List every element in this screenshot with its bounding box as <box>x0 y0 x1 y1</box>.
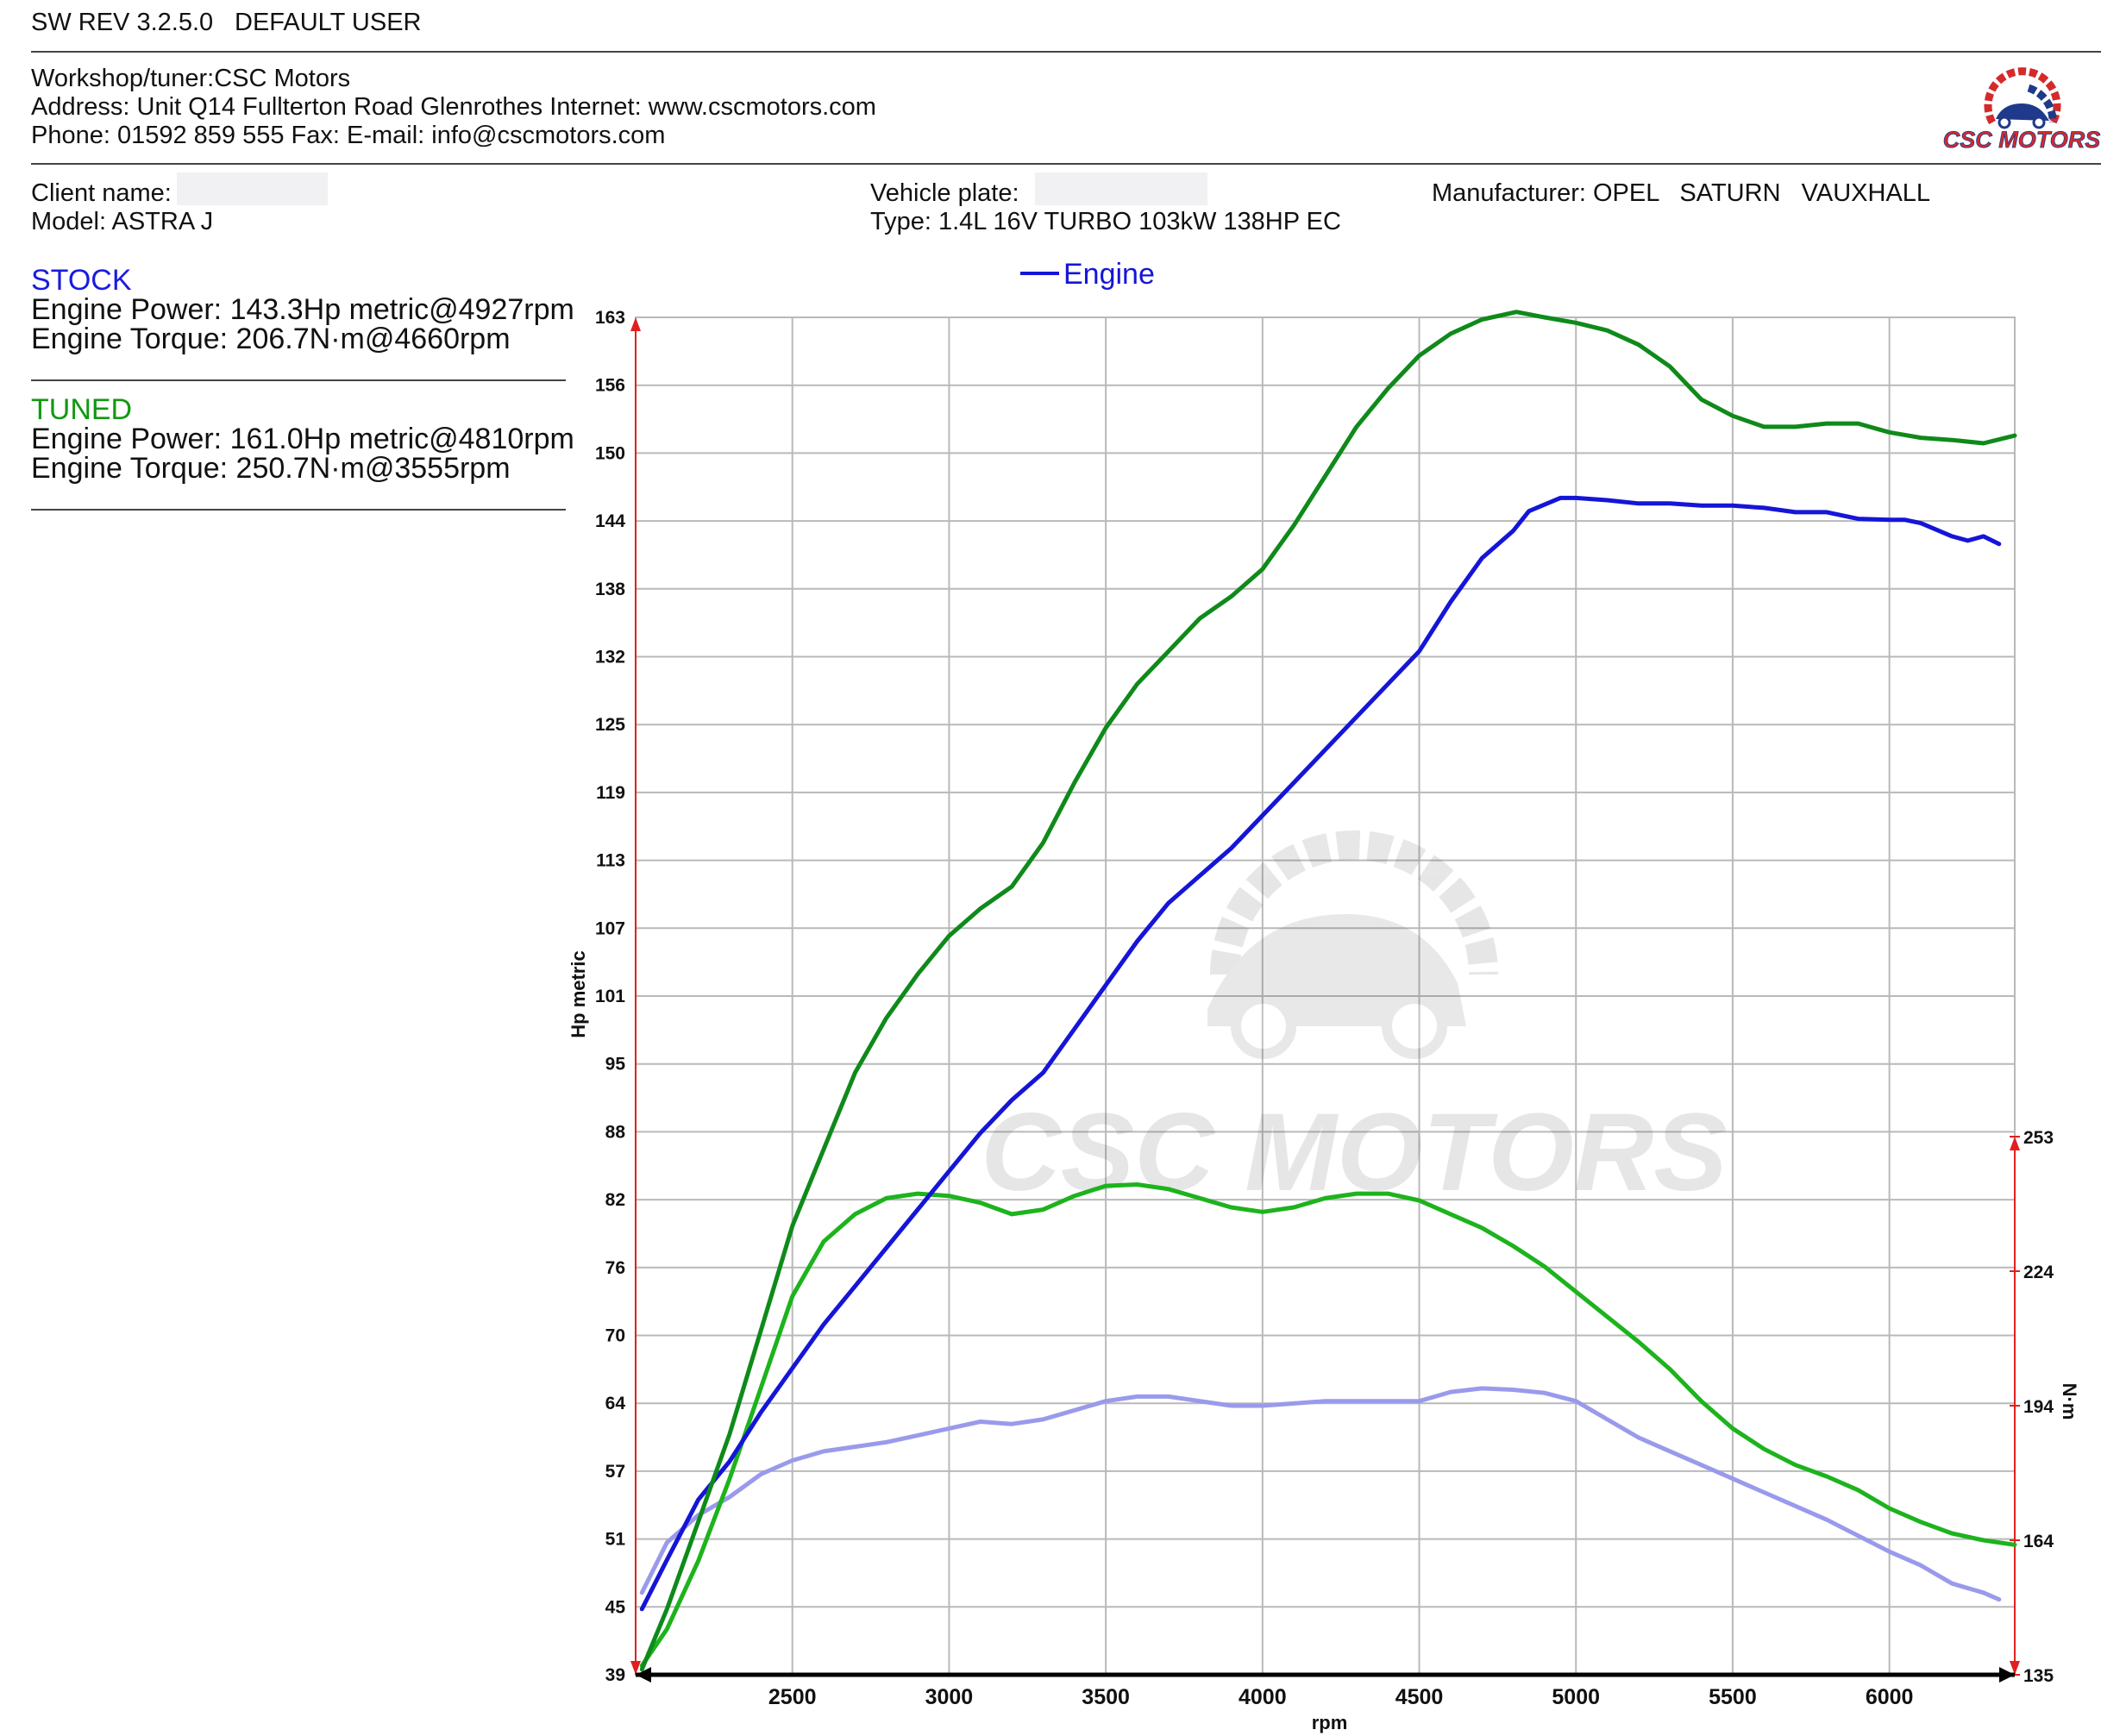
workshop-name: Workshop/tuner:CSC Motors <box>31 65 351 92</box>
y2-tick-label: 194 <box>2023 1397 2054 1417</box>
y-tick-label: 132 <box>595 648 625 667</box>
y-tick-label: 45 <box>605 1597 626 1617</box>
y-tick-label: 101 <box>595 987 625 1006</box>
y-tick-label: 88 <box>605 1122 626 1142</box>
y-tick-label: 144 <box>595 511 625 531</box>
y-tick-label: 138 <box>595 580 625 599</box>
chart-axes <box>630 317 2020 1683</box>
vehicle-manufacturer: Manufacturer: OPEL SATURN VAUXHALL <box>1432 179 1931 207</box>
svg-text:CSC MOTORS: CSC MOTORS <box>1943 127 2101 153</box>
y2-tick-label: 224 <box>2023 1263 2054 1282</box>
x-tick-label: 3500 <box>1082 1685 1130 1709</box>
workshop-phone: Phone: 01592 859 555 Fax: E-mail: info@c… <box>31 122 666 149</box>
y2-axis-title: N·m <box>2059 1383 2080 1420</box>
sw-revision: SW REV 3.2.5.0 <box>31 9 214 36</box>
x-tick-label: 4000 <box>1239 1685 1287 1709</box>
chart-series <box>639 310 2017 1672</box>
y2-tick-label: 164 <box>2023 1532 2054 1551</box>
csc-motors-logo: CSC MOTORS <box>1942 59 2101 158</box>
stock-divider <box>31 379 566 381</box>
y-tick-label: 39 <box>605 1665 625 1685</box>
vehicle-plate-redacted <box>1035 172 1207 205</box>
header-divider <box>31 51 2101 53</box>
y-tick-label: 64 <box>605 1394 626 1413</box>
x-axis-title: rpm <box>1312 1712 1348 1733</box>
vehicle-model: Model: ASTRA J <box>31 208 214 235</box>
y-tick-label: 51 <box>605 1530 626 1550</box>
tuned-torque: Engine Torque: 250.7N·m@3555rpm <box>31 452 511 485</box>
y-tick-label: 163 <box>595 308 625 328</box>
tuned-title: TUNED <box>31 393 133 426</box>
stock-power: Engine Power: 143.3Hp metric@4927rpm <box>31 293 574 326</box>
stock-torque-line <box>639 1386 2002 1602</box>
tuned-power: Engine Power: 161.0Hp metric@4810rpm <box>31 423 574 455</box>
y-tick-label: 107 <box>595 918 625 938</box>
y-tick-label: 113 <box>596 851 625 871</box>
y2-tick-label: 135 <box>2023 1666 2054 1686</box>
stock-torque: Engine Torque: 206.7N·m@4660rpm <box>31 323 511 355</box>
y-tick-label: 70 <box>605 1326 625 1346</box>
left-axis-arrow-up <box>630 317 641 331</box>
right-axis-arrow-down <box>2010 1661 2020 1675</box>
client-name-redacted <box>177 172 328 205</box>
y-tick-label: 119 <box>596 783 625 803</box>
y-tick-label: 156 <box>595 376 625 396</box>
tuned-divider <box>31 509 566 511</box>
right-axis-arrow-up <box>2010 1137 2020 1150</box>
y-tick-label: 82 <box>605 1190 625 1210</box>
workshop-address: Address: Unit Q14 Fullterton Road Glenro… <box>31 93 876 121</box>
y2-tick-label: 253 <box>2023 1128 2054 1148</box>
x-tick-label: 5500 <box>1709 1685 1757 1709</box>
chart-labels: 39 45 51 57 64 70 76 82 88 95 101 107 113 119 125 132 13… <box>568 258 2080 1733</box>
x-axis-arrow-left <box>636 1667 651 1683</box>
legend-label: Engine <box>1063 258 1155 291</box>
y-tick-label: 125 <box>595 715 625 735</box>
x-tick-label: 6000 <box>1866 1685 1914 1709</box>
x-tick-label: 2500 <box>768 1685 817 1709</box>
tuned-torque-line <box>639 1182 2017 1668</box>
x-axis-arrow-right <box>1999 1667 2015 1683</box>
client-name-label: Client name: <box>31 179 172 207</box>
y-tick-label: 76 <box>605 1258 625 1278</box>
workshop-divider <box>31 163 2101 165</box>
tuned-power-line <box>639 310 2017 1672</box>
stock-power-line <box>639 495 2002 1612</box>
x-tick-label: 4500 <box>1395 1685 1444 1709</box>
x-tick-label: 3000 <box>925 1685 974 1709</box>
watermark: CSC MOTORS <box>981 830 1728 1214</box>
x-tick-label: 5000 <box>1552 1685 1600 1709</box>
y-tick-label: 57 <box>605 1462 625 1482</box>
y-tick-label: 95 <box>605 1055 626 1075</box>
stock-title: STOCK <box>31 264 132 297</box>
left-axis-arrow-down <box>630 1661 641 1675</box>
default-user: DEFAULT USER <box>235 9 422 36</box>
vehicle-plate-label: Vehicle plate: <box>870 179 1019 207</box>
vehicle-type: Type: 1.4L 16V TURBO 103kW 138HP EC <box>870 208 1341 235</box>
y-axis-title: Hp metric <box>568 950 589 1037</box>
speedometer-logo-icon: CSC MOTORS <box>1942 67 2101 153</box>
y-tick-label: 150 <box>595 443 625 463</box>
